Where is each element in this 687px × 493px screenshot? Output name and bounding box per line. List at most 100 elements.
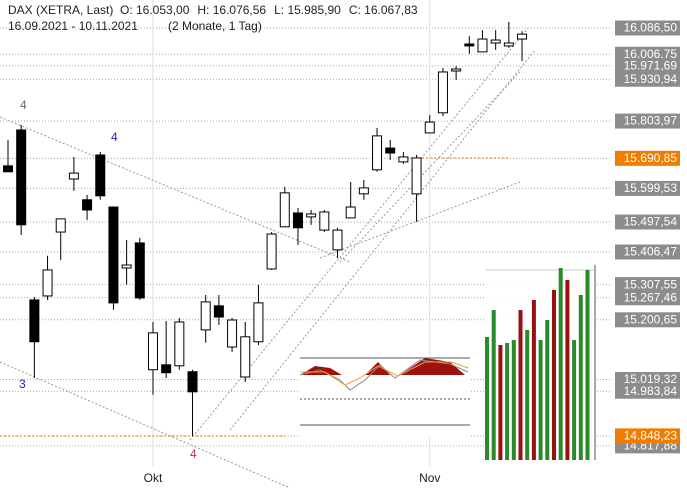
- candle-body: [266, 233, 277, 270]
- y-tick-box: [615, 428, 680, 444]
- wave-label: 4: [190, 447, 197, 461]
- candle-body: [3, 165, 13, 173]
- y-tick-label: 15.406,47: [624, 245, 678, 259]
- y-tick-label: 15.690,85: [624, 151, 678, 165]
- candle-body: [42, 269, 53, 297]
- candle-body: [16, 129, 27, 226]
- y-tick-label: 15.200,65: [624, 312, 678, 326]
- y-tick-box: [615, 71, 680, 87]
- y-tick-label: 14.848,23: [624, 429, 678, 443]
- y-tick-label: 15.971,69: [624, 58, 678, 72]
- y-tick-box: [615, 46, 680, 62]
- candle-body: [398, 156, 409, 163]
- ohlc-label: L: 15.985,90: [274, 3, 341, 17]
- candle-body: [55, 218, 66, 233]
- candle-body: [451, 68, 462, 72]
- candle-body: [517, 33, 528, 40]
- candle-body: [464, 43, 475, 47]
- candle-body: [174, 321, 185, 367]
- candle-body: [503, 42, 514, 47]
- y-tick-box: [615, 113, 680, 129]
- y-tick-box: [615, 290, 680, 306]
- candle-body: [385, 147, 396, 154]
- ohlc-label: H: 16.076,56: [197, 3, 266, 17]
- candle-body: [411, 157, 422, 195]
- y-tick-label: 16.006,75: [624, 47, 678, 61]
- candle-body: [306, 213, 317, 218]
- y-tick-box: [615, 20, 680, 36]
- x-tick-label: Nov: [419, 471, 440, 485]
- candle-body: [292, 212, 303, 229]
- bar: [538, 340, 543, 460]
- candle-body: [68, 172, 79, 180]
- ohlc-label: O: 16.053,00: [120, 3, 190, 17]
- bar: [491, 310, 496, 460]
- candle-body: [134, 242, 145, 299]
- y-tick-label: 15.599,53: [624, 181, 678, 195]
- candle-body: [161, 364, 172, 374]
- y-tick-label: 15.019,32: [624, 372, 678, 386]
- bar: [531, 300, 536, 460]
- candle-body: [108, 206, 119, 304]
- y-tick-box: [615, 58, 680, 74]
- candle-body: [332, 229, 343, 251]
- candle-body: [424, 121, 435, 134]
- y-tick-label: 15.930,94: [624, 72, 678, 86]
- y-tick-label: 15.307,55: [624, 277, 678, 291]
- candle-body: [358, 187, 369, 195]
- oscillator-panel: [299, 355, 470, 437]
- y-tick-label: 15.497,54: [624, 215, 678, 229]
- y-tick-box: [615, 214, 680, 230]
- y-tick-label: 16.086,50: [624, 21, 678, 35]
- bar: [565, 280, 570, 460]
- bar: [511, 340, 516, 460]
- candle-body: [82, 199, 93, 211]
- bar: [578, 295, 583, 460]
- y-tick-box: [615, 372, 680, 388]
- bar: [485, 337, 489, 460]
- candle-body: [121, 264, 132, 269]
- candle-body: [345, 206, 356, 219]
- y-tick-box: [615, 277, 680, 293]
- wave-label: 4: [20, 98, 27, 112]
- candle-body: [147, 332, 158, 371]
- candle-body: [279, 192, 290, 228]
- bar: [545, 320, 550, 460]
- y-tick-box: [615, 383, 680, 399]
- x-tick-label: Okt: [144, 471, 163, 485]
- bar: [572, 340, 577, 460]
- bar: [552, 290, 556, 460]
- candle-body: [95, 154, 106, 197]
- y-tick-label: 15.267,46: [624, 290, 678, 304]
- y-tick-label: 15.803,97: [624, 114, 678, 128]
- candle-body: [29, 299, 40, 343]
- date-range: 16.09.2021 - 10.11.2021: [8, 19, 138, 33]
- bar: [498, 345, 503, 460]
- wave-label: 3: [19, 377, 26, 391]
- y-tick-box: [615, 312, 680, 328]
- candle-body: [200, 301, 211, 331]
- y-tick-box: [615, 150, 680, 166]
- bar: [518, 310, 523, 460]
- ohlc-label: C: 16.067,83: [349, 3, 418, 17]
- candle-body: [253, 302, 264, 343]
- bar: [585, 270, 590, 460]
- y-tick-box: [615, 244, 680, 260]
- chart-title: DAX (XETRA, Last): [8, 3, 113, 17]
- wave-label: 4: [111, 130, 118, 144]
- bar: [505, 343, 510, 460]
- candle-body: [319, 211, 330, 231]
- candle-body: [240, 336, 251, 378]
- candle-body: [490, 39, 501, 44]
- candle-body: [213, 305, 224, 318]
- y-tick-label: 14.983,84: [624, 384, 678, 398]
- y-tick-box: [615, 180, 680, 196]
- candle-body: [227, 319, 238, 348]
- period: (2 Monate, 1 Tag): [168, 19, 262, 33]
- candle-body: [437, 71, 448, 114]
- bar: [525, 330, 530, 460]
- candle-body: [372, 135, 383, 171]
- candle-body: [187, 371, 198, 393]
